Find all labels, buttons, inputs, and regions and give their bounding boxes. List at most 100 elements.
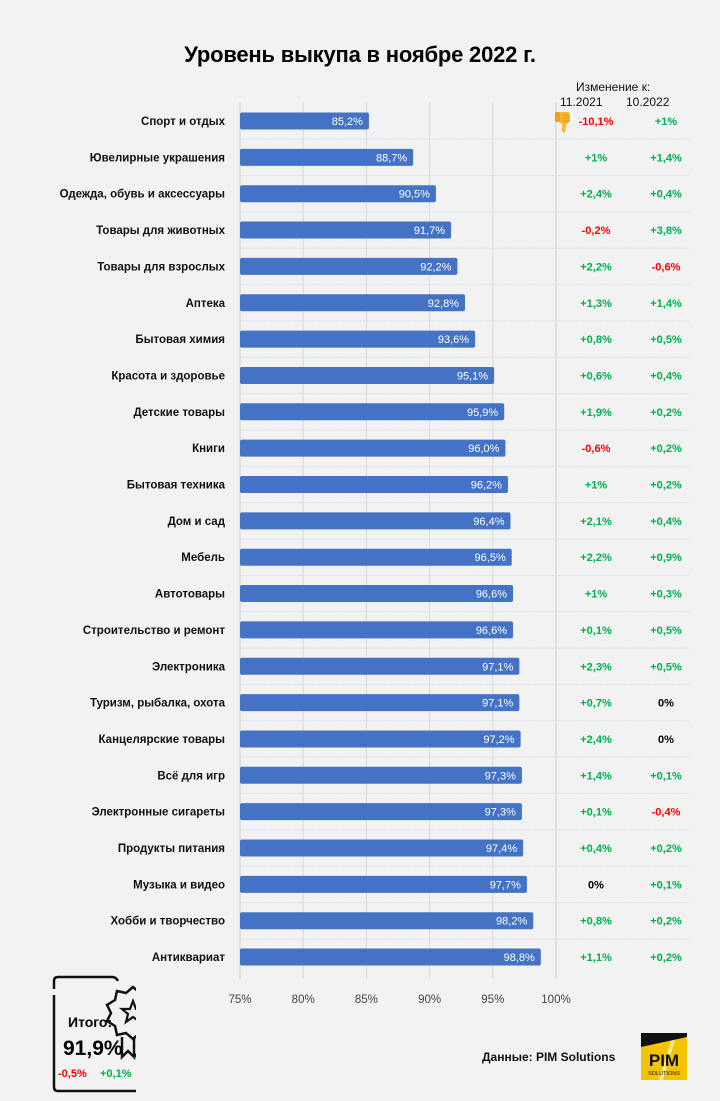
bar-value-label: 97,3% bbox=[485, 807, 516, 819]
change-11-2021: +2,4% bbox=[580, 734, 612, 746]
category-label: Музыка и видео bbox=[133, 879, 225, 891]
bar bbox=[240, 403, 505, 421]
change-10-2022: +1,4% bbox=[650, 152, 682, 164]
category-label: Бытовая техника bbox=[127, 480, 226, 492]
bar bbox=[240, 294, 465, 312]
bar bbox=[240, 112, 369, 130]
change-11-2021: +0,7% bbox=[580, 698, 612, 710]
change-10-2022: +0,4% bbox=[650, 189, 682, 201]
bar bbox=[240, 148, 414, 166]
total-label: Итого: bbox=[68, 1014, 113, 1030]
category-label: Ювелирные украшения bbox=[90, 152, 225, 164]
change-column-11-2021: 11.2021 bbox=[560, 95, 603, 109]
bar-value-label: 96,2% bbox=[471, 480, 502, 492]
change-header-label: Изменение к: bbox=[576, 80, 651, 94]
bar-value-label: 98,2% bbox=[496, 916, 527, 928]
change-11-2021: +1% bbox=[585, 480, 608, 492]
bar bbox=[240, 766, 522, 784]
category-label: Антиквариат bbox=[152, 952, 226, 964]
change-11-2021: +0,8% bbox=[580, 916, 612, 928]
bar bbox=[240, 439, 506, 457]
change-10-2022: 0% bbox=[658, 734, 674, 746]
bar bbox=[240, 330, 476, 348]
x-tick-label: 80% bbox=[292, 994, 315, 1006]
bar-value-label: 92,2% bbox=[420, 261, 451, 273]
bar bbox=[240, 512, 511, 530]
award-ribbon-icon bbox=[52, 975, 136, 1093]
change-11-2021: +0,4% bbox=[580, 843, 612, 855]
bar-value-label: 97,4% bbox=[486, 843, 517, 855]
category-label: Красота и здоровье bbox=[111, 370, 225, 382]
chart-title: Уровень выкупа в ноябре 2022 г. bbox=[184, 42, 536, 67]
category-label: Туризм, рыбалка, охота bbox=[90, 698, 226, 710]
total-value: 91,9% bbox=[63, 1037, 123, 1060]
category-label: Электронные сигареты bbox=[91, 807, 225, 819]
change-10-2022: -0,4% bbox=[652, 807, 681, 819]
change-11-2021: +0,6% bbox=[580, 370, 612, 382]
change-10-2022: +0,5% bbox=[650, 334, 682, 346]
change-10-2022: -0,6% bbox=[652, 261, 681, 273]
change-11-2021: +0,1% bbox=[580, 625, 612, 637]
change-11-2021: +2,4% bbox=[580, 189, 612, 201]
category-label: Электроника bbox=[152, 661, 226, 673]
bar bbox=[240, 476, 508, 493]
total-change-11-2021: -0,5% bbox=[58, 1068, 87, 1080]
category-label: Детские товары bbox=[133, 407, 225, 419]
bar-value-label: 96,5% bbox=[475, 552, 506, 564]
x-tick-label: 75% bbox=[228, 994, 251, 1006]
bar-value-label: 97,3% bbox=[485, 770, 516, 782]
bar bbox=[240, 366, 495, 384]
bar bbox=[240, 839, 524, 857]
change-11-2021: +2,2% bbox=[580, 261, 612, 273]
change-10-2022: +0,2% bbox=[650, 443, 682, 455]
logo-text: PIM bbox=[649, 1051, 679, 1070]
bar bbox=[240, 585, 514, 603]
category-label: Всё для игр bbox=[157, 770, 225, 782]
change-10-2022: +0,4% bbox=[650, 516, 682, 528]
category-label: Аптека bbox=[186, 298, 226, 310]
change-11-2021: +0,8% bbox=[580, 334, 612, 346]
x-tick-label: 100% bbox=[541, 994, 570, 1006]
change-11-2021: +1,1% bbox=[580, 952, 612, 964]
change-11-2021: +0,1% bbox=[580, 807, 612, 819]
change-11-2021: +2,1% bbox=[580, 516, 612, 528]
category-label: Канцелярские товары bbox=[99, 734, 226, 746]
change-10-2022: +0,2% bbox=[650, 407, 682, 419]
change-10-2022: 0% bbox=[658, 698, 674, 710]
change-10-2022: +0,2% bbox=[650, 480, 682, 492]
change-11-2021: +1% bbox=[585, 589, 608, 601]
change-11-2021: -0,6% bbox=[582, 443, 611, 455]
change-10-2022: +0,5% bbox=[650, 625, 682, 637]
category-label: Книги bbox=[192, 443, 225, 455]
category-label: Продукты питания bbox=[118, 843, 225, 855]
category-label: Дом и сад bbox=[168, 516, 226, 528]
category-label: Товары для животных bbox=[96, 225, 225, 237]
change-10-2022: +0,5% bbox=[650, 661, 682, 673]
change-11-2021: +2,2% bbox=[580, 552, 612, 564]
category-label: Товары для взрослых bbox=[97, 261, 225, 273]
change-column-10-2022: 10.2022 bbox=[626, 95, 670, 109]
bar bbox=[240, 621, 514, 639]
bar-value-label: 95,9% bbox=[467, 407, 498, 419]
bar bbox=[240, 548, 512, 566]
change-10-2022: +1,4% bbox=[650, 298, 682, 310]
bar-value-label: 98,8% bbox=[504, 952, 535, 964]
change-10-2022: +0,9% bbox=[650, 552, 682, 564]
change-10-2022: +3,8% bbox=[650, 225, 682, 237]
change-11-2021: +1,4% bbox=[580, 770, 612, 782]
change-10-2022: +1% bbox=[655, 116, 678, 128]
change-10-2022: +0,4% bbox=[650, 370, 682, 382]
change-10-2022: +0,2% bbox=[650, 843, 682, 855]
bar bbox=[240, 730, 521, 748]
data-source: Данные: PIM Solutions bbox=[482, 1050, 616, 1064]
bar-value-label: 91,7% bbox=[414, 225, 445, 237]
bar bbox=[240, 694, 520, 712]
change-11-2021: +1,3% bbox=[580, 298, 612, 310]
bar-value-label: 92,8% bbox=[428, 298, 459, 310]
bar-value-label: 97,2% bbox=[483, 734, 514, 746]
total-change-10-2022: +0,1% bbox=[100, 1068, 132, 1080]
bar-value-label: 90,5% bbox=[399, 189, 430, 201]
bar-value-label: 85,2% bbox=[332, 116, 363, 128]
change-11-2021: -0,2% bbox=[582, 225, 611, 237]
x-tick-label: 90% bbox=[418, 994, 441, 1006]
